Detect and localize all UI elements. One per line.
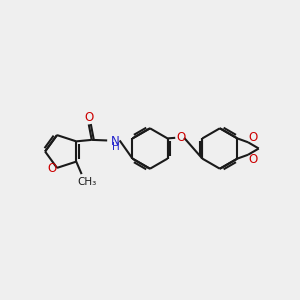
Text: O: O bbox=[176, 131, 185, 144]
Text: N: N bbox=[111, 135, 120, 148]
Text: O: O bbox=[248, 153, 257, 166]
Text: O: O bbox=[47, 162, 56, 175]
Text: H: H bbox=[112, 142, 119, 152]
Text: CH₃: CH₃ bbox=[77, 176, 97, 187]
Text: O: O bbox=[84, 111, 93, 124]
Text: O: O bbox=[248, 131, 257, 144]
